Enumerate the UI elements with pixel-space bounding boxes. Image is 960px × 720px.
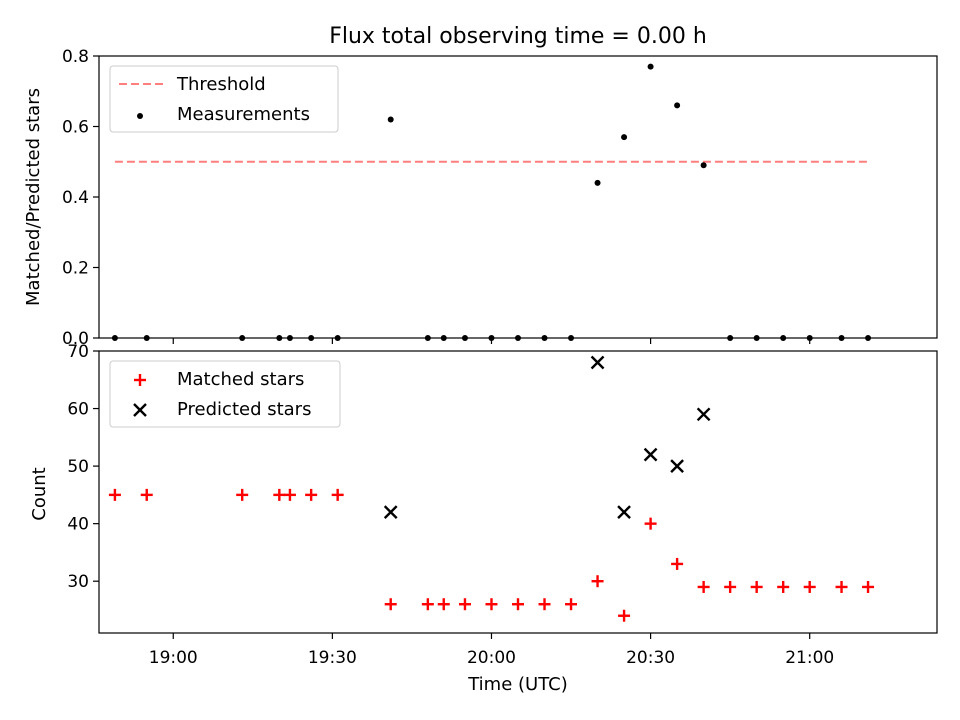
predicted-stars-legend-swatch <box>133 403 147 417</box>
ratio-legend: Threshold Measurements <box>109 65 339 133</box>
matched-stars-point <box>384 598 397 611</box>
matched-stars-point <box>697 580 710 593</box>
measurement-point <box>594 179 601 186</box>
measurement-point <box>143 335 150 341</box>
matched-stars-point <box>331 488 344 501</box>
matched-stars-point <box>777 580 790 593</box>
x-tick-label: 20:30 <box>626 648 675 668</box>
ratio-series <box>111 63 872 341</box>
x-tick-label: 21:00 <box>785 648 834 668</box>
count-series <box>108 355 875 622</box>
x-tick-label: 19:00 <box>149 648 198 668</box>
measurement-point <box>753 335 760 341</box>
predicted-stars-point <box>590 355 605 370</box>
y-tick-label: 0.8 <box>62 47 89 67</box>
measurement-point <box>286 335 293 341</box>
count-legend-box <box>109 360 341 428</box>
count-panel-frame <box>98 350 938 634</box>
measurement-point <box>387 116 394 123</box>
matched-stars-point <box>835 580 848 593</box>
y-tick-label: 0.2 <box>62 259 89 279</box>
measurements-legend-label: Measurements <box>177 104 310 125</box>
y-tick-label: 60 <box>67 400 89 420</box>
matched-stars-point <box>485 598 498 611</box>
measurement-point <box>727 335 734 341</box>
predicted-stars-legend-label: Predicted stars <box>177 399 311 420</box>
matched-stars-point <box>591 575 604 588</box>
y-tick-label: 0.0 <box>62 329 89 349</box>
matched-stars-point <box>273 488 286 501</box>
matched-stars-point <box>750 580 763 593</box>
count-legend: Matched stars Predicted stars <box>109 360 341 428</box>
count-panel: 30 40 50 60 70 19:00 19:30 20:00 20:30 21:00 Cou… <box>29 342 938 695</box>
matched-stars-point <box>724 580 737 593</box>
matched-stars-point <box>512 598 524 611</box>
measurement-point <box>568 335 575 341</box>
matched-stars-legend-label: Matched stars <box>177 369 304 390</box>
count-y-ticks: 30 40 50 60 70 <box>67 342 99 592</box>
predicted-stars-point <box>696 407 711 422</box>
y-tick-label: 40 <box>67 515 89 535</box>
measurement-point <box>276 335 283 341</box>
measurement-point <box>424 335 431 341</box>
measurement-point <box>780 335 787 341</box>
measurement-point <box>674 102 681 109</box>
matched-stars-point <box>236 488 249 501</box>
matched-stars-point <box>644 517 657 530</box>
measurement-point <box>308 335 315 341</box>
ratio-y-ticks: 0.0 0.2 0.4 0.6 0.8 <box>62 47 99 349</box>
matched-stars-point <box>283 488 296 501</box>
matched-stars-point <box>671 557 684 570</box>
matched-stars-point <box>458 598 471 611</box>
matched-stars-point <box>803 580 816 593</box>
measurement-point <box>461 335 468 341</box>
predicted-stars-point <box>643 447 658 462</box>
measurement-point <box>621 134 628 141</box>
x-tick-label: 20:00 <box>467 648 516 668</box>
ratio-legend-box <box>109 65 339 133</box>
y-tick-label: 50 <box>67 457 89 477</box>
predicted-stars-point <box>383 505 398 519</box>
threshold-legend-label: Threshold <box>176 74 266 95</box>
matched-stars-point <box>305 488 318 501</box>
x-tick-label: 19:30 <box>308 648 357 668</box>
measurement-point <box>865 335 872 341</box>
chart-title: Flux total observing time = 0.00 h <box>329 24 707 49</box>
matched-stars-point <box>538 598 551 611</box>
measurement-point <box>541 335 548 341</box>
measurement-point <box>488 335 495 341</box>
matched-stars-legend-swatch <box>134 374 146 386</box>
y-tick-label: 30 <box>67 572 89 592</box>
measurements-legend-swatch <box>137 113 143 119</box>
matched-stars-point <box>421 598 434 611</box>
matched-stars-point <box>140 488 153 501</box>
measurement-point <box>440 335 447 341</box>
count-x-ticks: 19:00 19:30 20:00 20:30 21:00 <box>149 633 834 668</box>
measurement-point <box>239 335 246 341</box>
measurement-point <box>838 335 845 341</box>
matched-stars-point <box>618 609 631 622</box>
measurement-point <box>700 162 707 169</box>
y-tick-label: 70 <box>67 342 89 362</box>
ratio-y-axis-label: Matched/Predicted stars <box>23 88 44 306</box>
measurement-point <box>806 335 813 341</box>
x-axis-label: Time (UTC) <box>467 674 568 695</box>
matched-stars-point <box>565 598 578 611</box>
ratio-panel: 0.00.20.40.60.8 Matched/Predicted stars … <box>23 47 938 349</box>
matched-stars-point <box>108 488 121 501</box>
predicted-stars-point <box>617 505 631 519</box>
matched-stars-point <box>437 598 450 611</box>
y-tick-label: 0.6 <box>62 118 89 138</box>
measurement-point <box>334 335 341 341</box>
predicted-stars-point <box>670 459 684 473</box>
measurement-point <box>515 335 521 341</box>
measurement-point <box>647 63 654 70</box>
matched-stars-point <box>862 580 875 593</box>
count-y-axis-label: Count <box>29 467 50 520</box>
y-tick-label: 0.4 <box>62 188 89 208</box>
measurement-point <box>111 335 118 341</box>
